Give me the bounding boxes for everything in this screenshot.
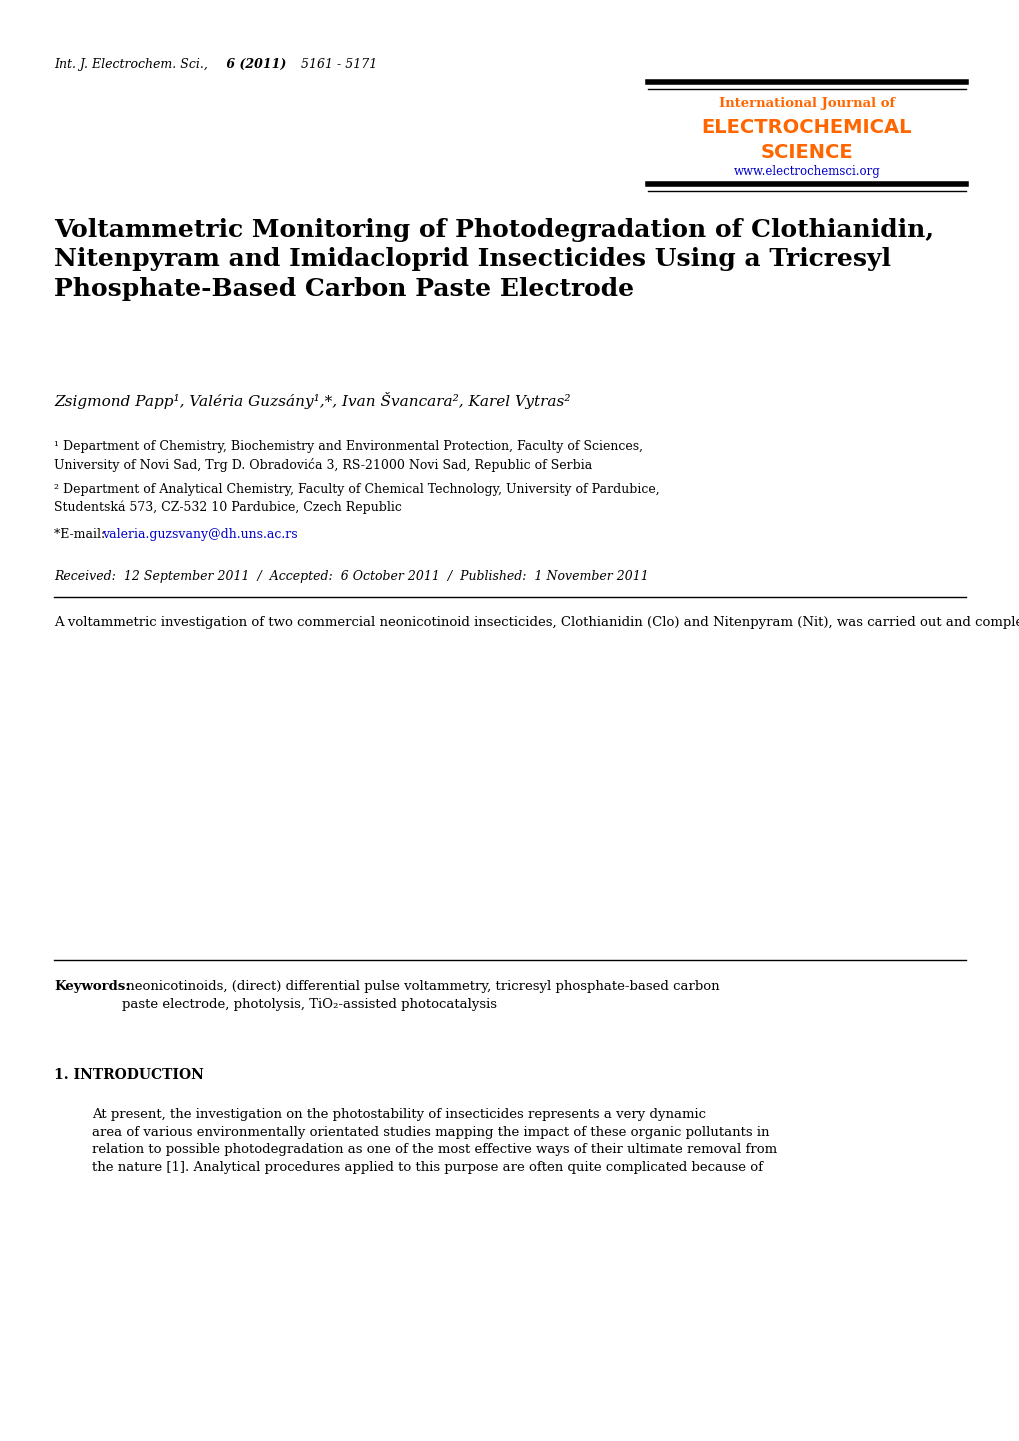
Text: Keywords:: Keywords:: [54, 980, 130, 993]
Text: Int. J. Electrochem. Sci.,: Int. J. Electrochem. Sci.,: [54, 58, 208, 71]
Text: www.electrochemsci.org: www.electrochemsci.org: [733, 166, 879, 179]
Text: SCIENCE: SCIENCE: [760, 143, 853, 161]
Text: ¹ Department of Chemistry, Biochemistry and Environmental Protection, Faculty of: ¹ Department of Chemistry, Biochemistry …: [54, 440, 642, 473]
Text: 1. INTRODUCTION: 1. INTRODUCTION: [54, 1068, 204, 1082]
Text: International Journal of: International Journal of: [718, 97, 895, 110]
Text: Received:  12 September 2011  /  Accepted:  6 October 2011  /  Published:  1 Nov: Received: 12 September 2011 / Accepted: …: [54, 571, 648, 584]
Text: 6 (2011): 6 (2011): [222, 58, 286, 71]
Text: ELECTROCHEMICAL: ELECTROCHEMICAL: [701, 118, 911, 137]
Text: ² Department of Analytical Chemistry, Faculty of Chemical Technology, University: ² Department of Analytical Chemistry, Fa…: [54, 483, 659, 514]
Text: Zsigmond Papp¹, Valéria Guzsány¹,*, Ivan Švancara², Karel Vytras²: Zsigmond Papp¹, Valéria Guzsány¹,*, Ivan…: [54, 392, 570, 409]
Text: *E-mail:: *E-mail:: [54, 527, 109, 540]
Text: valeria.guzsvany@dh.uns.ac.rs: valeria.guzsvany@dh.uns.ac.rs: [102, 527, 298, 540]
Text: Voltammetric Monitoring of Photodegradation of Clothianidin,
Nitenpyram and Imid: Voltammetric Monitoring of Photodegradat…: [54, 218, 933, 301]
Text: A voltammetric investigation of two commercial neonicotinoid insecticides, Cloth: A voltammetric investigation of two comm…: [54, 615, 1019, 630]
Text: 5161 - 5171: 5161 - 5171: [297, 58, 377, 71]
Text: neonicotinoids, (direct) differential pulse voltammetry, tricresyl phosphate-bas: neonicotinoids, (direct) differential pu…: [122, 980, 719, 1010]
Text: At present, the investigation on the photostability of insecticides represents a: At present, the investigation on the pho…: [92, 1108, 776, 1174]
